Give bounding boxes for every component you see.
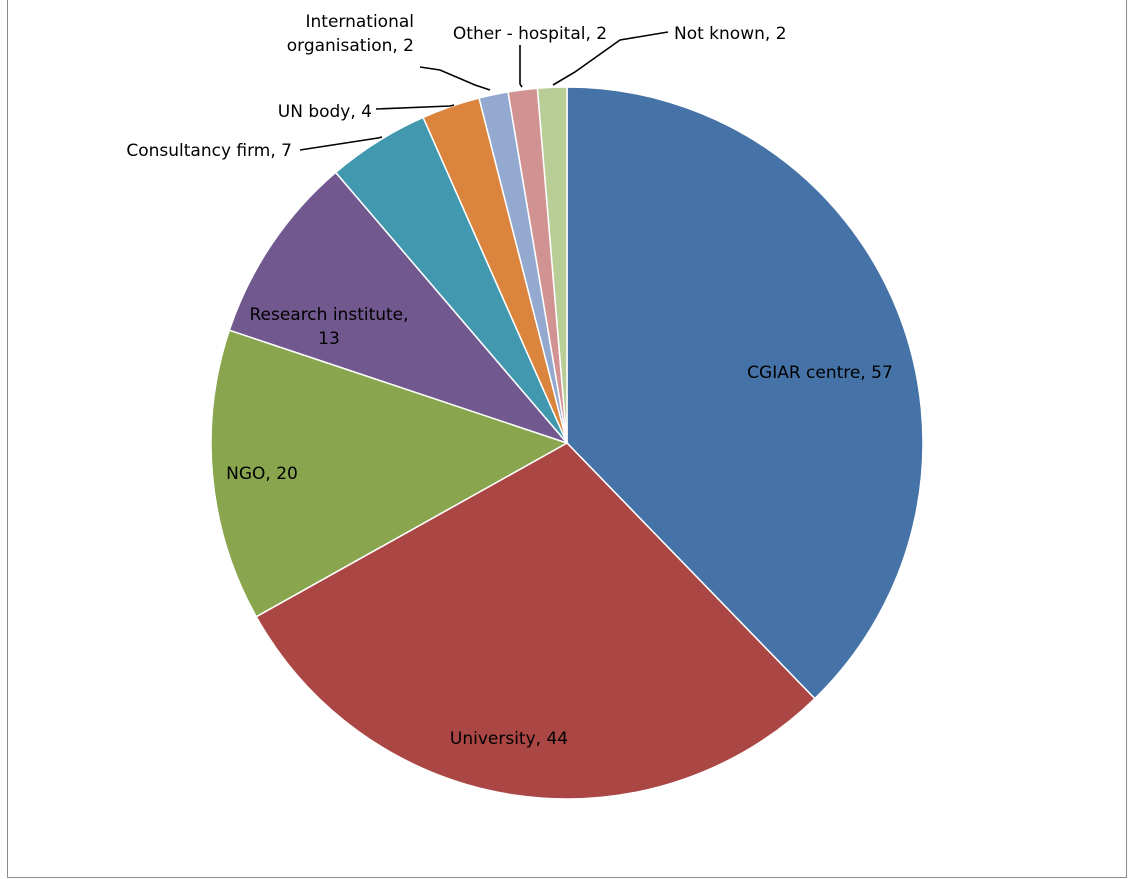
pie-slice-research-institute (228, 171, 570, 445)
leader-line-not-known (552, 31, 669, 86)
data-label-research-institute: Research institute, 13 (249, 305, 408, 349)
data-label-line: Not known, 2 (674, 24, 787, 44)
data-label-line: Research institute, (249, 305, 408, 325)
data-label-line: Consultancy firm, 7 (126, 141, 292, 161)
data-label-line: NGO, 20 (226, 464, 298, 484)
data-label-ngo: NGO, 20 (226, 464, 298, 484)
pie-slice-not-known (536, 86, 568, 444)
data-label-international-organisation: International organisation, 2 (287, 12, 414, 56)
leader-line-international-organisation (419, 66, 491, 91)
data-label-line: International (306, 12, 415, 32)
pie-slice-cgiar-centre (566, 86, 924, 700)
data-label-line: Other - hospital, 2 (453, 24, 607, 44)
leader-line-other-hospital (519, 45, 523, 88)
leader-line-un-body (375, 104, 455, 110)
leader-line-consultancy-firm (299, 136, 383, 151)
data-label-line: UN body, 4 (278, 102, 372, 122)
pie-slice-university (255, 442, 816, 800)
data-label-other-hospital: Other - hospital, 2 (453, 24, 607, 44)
data-label-cgiar-centre: CGIAR centre, 57 (747, 363, 893, 383)
data-label-university: University, 44 (450, 729, 568, 749)
data-label-line: CGIAR centre, 57 (747, 363, 893, 383)
pie-slice-ngo (210, 329, 569, 618)
data-label-line: 13 (318, 329, 340, 349)
data-label-un-body: UN body, 4 (278, 102, 372, 122)
data-label-line: organisation, 2 (287, 36, 414, 56)
data-label-consultancy-firm: Consultancy firm, 7 (126, 141, 292, 161)
data-label-line: University, 44 (450, 729, 568, 749)
data-label-not-known: Not known, 2 (674, 24, 787, 44)
